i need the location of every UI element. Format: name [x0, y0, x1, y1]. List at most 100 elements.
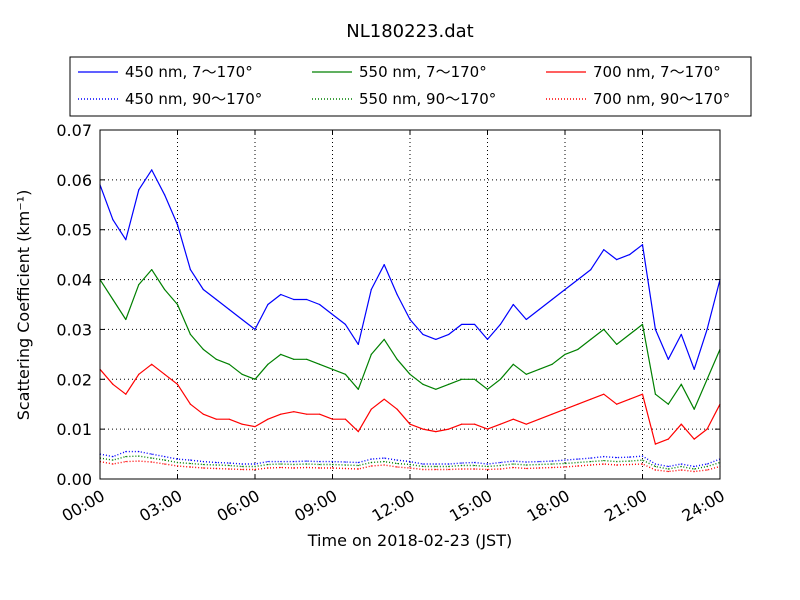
data-point — [448, 333, 450, 336]
data-point — [616, 343, 618, 345]
grid — [100, 130, 720, 479]
data-point — [202, 348, 204, 350]
data-point — [628, 333, 631, 336]
data-point — [564, 288, 566, 291]
data-point — [138, 283, 140, 286]
data-point — [706, 428, 708, 430]
data-point — [370, 461, 372, 464]
data-point — [138, 189, 140, 191]
data-point — [138, 373, 140, 375]
data-point — [163, 455, 166, 458]
data-point — [176, 458, 179, 460]
data-point — [667, 465, 669, 468]
data-point — [280, 460, 282, 463]
data-point — [693, 368, 695, 370]
data-point — [344, 323, 347, 326]
data-point — [628, 460, 631, 462]
data-point — [422, 383, 424, 385]
data-point — [706, 463, 708, 465]
series-line — [99, 363, 721, 445]
data-point — [538, 460, 540, 463]
data-point — [654, 393, 657, 395]
data-point — [176, 224, 179, 226]
data-point — [151, 457, 153, 459]
data-point — [461, 462, 463, 464]
data-point — [448, 468, 450, 471]
data-point — [189, 462, 192, 465]
data-point — [306, 358, 308, 360]
data-point — [241, 468, 243, 471]
data-point — [564, 408, 566, 410]
data-point — [461, 464, 463, 467]
data-point — [318, 303, 321, 306]
data-point — [435, 431, 437, 433]
data-point — [590, 460, 592, 463]
data-point — [616, 460, 618, 463]
data-point — [112, 298, 114, 301]
data-point — [254, 378, 256, 380]
data-point — [486, 463, 489, 465]
data-point — [125, 460, 127, 463]
data-point — [176, 303, 179, 306]
data-point — [112, 219, 114, 221]
data-point — [448, 428, 450, 430]
data-point — [357, 343, 359, 345]
data-point — [357, 431, 359, 433]
legend: 450 nm, 7～170° 550 nm, 7～170° 700 nm, 7～17… — [69, 56, 752, 117]
data-point — [486, 428, 489, 430]
data-point — [293, 467, 295, 469]
x-tick-label: 06:00 — [214, 486, 263, 526]
data-point — [306, 466, 308, 469]
data-point — [215, 358, 217, 360]
data-point — [125, 450, 127, 453]
data-point — [370, 353, 372, 355]
data-point — [306, 463, 308, 465]
data-point — [628, 456, 631, 458]
data-point — [564, 466, 566, 468]
data-point — [693, 408, 695, 410]
data-point — [590, 338, 592, 340]
data-point — [577, 458, 579, 460]
series-0 — [99, 169, 721, 370]
data-point — [176, 465, 179, 467]
data-point — [409, 463, 411, 466]
data-point — [202, 467, 204, 469]
chart-title: NL180223.dat — [346, 21, 473, 42]
data-point — [396, 408, 398, 410]
data-point — [680, 469, 682, 471]
data-point — [654, 463, 657, 465]
data-point — [293, 463, 295, 466]
x-axis-label: Time on 2018-02-23 (JST) — [307, 531, 512, 550]
data-point — [590, 464, 592, 466]
data-point — [435, 463, 437, 465]
data-point — [280, 353, 282, 355]
x-tick-label: 18:00 — [524, 486, 573, 526]
data-point — [151, 169, 153, 171]
data-point — [254, 426, 256, 428]
data-point — [641, 459, 644, 461]
data-point — [577, 348, 579, 350]
data-point — [551, 298, 553, 301]
data-point — [512, 460, 514, 462]
data-point — [435, 338, 437, 340]
data-point — [525, 318, 527, 321]
data-point — [422, 468, 424, 471]
series-2 — [99, 363, 721, 445]
data-point — [473, 461, 476, 464]
data-point — [499, 468, 502, 470]
data-point — [344, 373, 347, 375]
data-point — [228, 308, 230, 311]
data-point — [603, 328, 605, 331]
data-point — [228, 464, 230, 467]
data-point — [654, 469, 657, 471]
data-point — [163, 288, 166, 291]
data-point — [331, 418, 334, 420]
data-point — [383, 460, 385, 463]
data-point — [318, 463, 321, 466]
data-point — [189, 333, 192, 336]
data-point — [396, 459, 398, 461]
data-point — [176, 461, 179, 464]
x-tick-label: 24:00 — [679, 486, 728, 526]
data-point — [125, 393, 127, 395]
data-point — [138, 460, 140, 462]
